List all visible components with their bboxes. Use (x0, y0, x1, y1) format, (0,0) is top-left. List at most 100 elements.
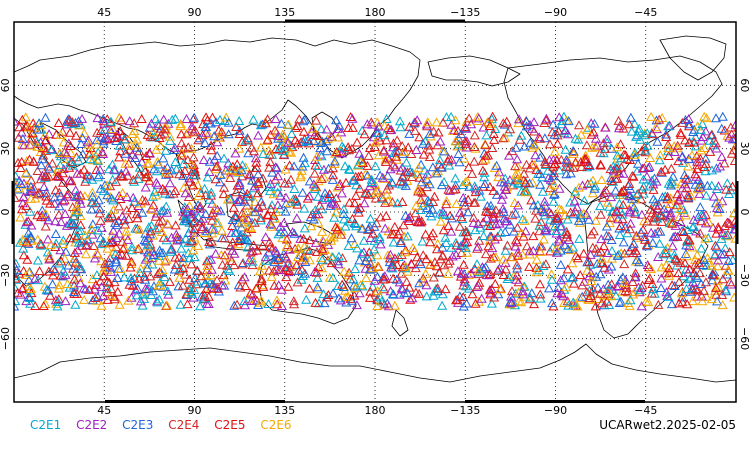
observation-marker (21, 237, 32, 247)
observation-marker (386, 124, 397, 134)
observation-marker (397, 196, 408, 206)
observation-marker (161, 254, 172, 264)
observation-marker (485, 231, 496, 241)
observation-marker (144, 175, 155, 185)
observation-marker (324, 188, 335, 198)
observation-marker (415, 259, 426, 269)
observation-marker (378, 284, 390, 294)
observation-marker (58, 266, 69, 276)
observation-marker (531, 262, 542, 272)
observation-marker (680, 210, 691, 220)
observation-marker (673, 268, 684, 278)
observation-marker (712, 261, 723, 271)
observation-marker (108, 195, 119, 205)
observation-marker (207, 223, 218, 233)
observation-marker (333, 259, 344, 269)
observation-marker (723, 255, 734, 265)
observation-marker (242, 234, 253, 244)
observation-marker (443, 184, 454, 194)
observation-marker (500, 245, 511, 255)
observation-marker (667, 241, 678, 251)
observation-marker (681, 251, 692, 261)
observation-marker (290, 122, 301, 132)
observation-marker (32, 255, 43, 265)
observation-marker (256, 260, 267, 270)
observation-marker (410, 287, 421, 297)
observation-marker (616, 162, 627, 172)
observation-marker (629, 149, 640, 159)
observation-marker (111, 220, 122, 230)
observation-marker (16, 204, 28, 214)
observation-marker (427, 162, 438, 172)
observation-marker (237, 259, 248, 269)
observation-marker (153, 255, 165, 265)
observation-marker (422, 202, 433, 212)
observation-marker (513, 114, 525, 124)
observation-marker (441, 196, 452, 206)
observation-marker (581, 209, 592, 219)
observation-marker (634, 257, 645, 267)
observation-marker (180, 188, 191, 198)
observation-marker (349, 238, 360, 248)
observation-marker (186, 288, 197, 298)
observation-marker (177, 206, 189, 216)
observation-marker (565, 168, 576, 178)
observation-marker (679, 258, 691, 268)
observation-marker (50, 185, 61, 195)
observation-marker (585, 178, 596, 188)
observation-marker (606, 234, 617, 244)
observation-marker (312, 272, 323, 282)
observation-marker (304, 176, 315, 186)
observation-marker (349, 290, 360, 300)
observation-marker (264, 237, 275, 247)
observation-marker (162, 207, 173, 217)
observation-marker (456, 268, 467, 278)
observation-marker (720, 260, 731, 270)
observation-marker (65, 147, 76, 157)
observation-marker (79, 164, 90, 174)
observation-marker (452, 125, 464, 135)
observation-marker (618, 199, 629, 209)
observation-marker (104, 277, 115, 287)
observation-marker (108, 225, 119, 235)
observation-marker (45, 240, 56, 250)
observation-marker (630, 152, 641, 162)
observation-marker (230, 212, 241, 222)
observation-marker (548, 179, 560, 189)
observation-marker (121, 166, 132, 176)
observation-marker (310, 204, 321, 214)
observation-marker (663, 291, 674, 301)
observation-marker (656, 273, 667, 283)
observation-marker (298, 116, 309, 126)
bottom-lon-tick-label: 180 (365, 404, 386, 417)
observation-marker (591, 243, 602, 253)
observation-marker (105, 181, 116, 191)
coast-north-america (503, 55, 723, 205)
observation-marker (560, 124, 571, 134)
observation-marker (193, 240, 204, 250)
observation-marker (287, 227, 298, 237)
observation-marker (266, 271, 277, 281)
observation-marker (170, 252, 181, 262)
observation-marker (428, 272, 439, 282)
observation-marker (434, 155, 445, 165)
observation-marker (696, 145, 707, 155)
observation-marker (16, 127, 27, 137)
observation-marker (104, 238, 115, 248)
observation-marker (54, 258, 65, 268)
observation-marker (685, 272, 696, 282)
observation-marker (42, 234, 53, 244)
observation-marker (392, 198, 403, 208)
observation-marker (193, 212, 204, 222)
observation-marker (301, 294, 312, 304)
observation-marker (143, 169, 154, 179)
observation-marker (598, 284, 609, 294)
observation-marker (210, 248, 221, 258)
observation-marker (369, 244, 380, 254)
observation-marker (200, 112, 212, 122)
observation-marker (669, 280, 680, 290)
observation-marker (340, 161, 351, 171)
observation-marker (469, 263, 480, 273)
observation-marker (561, 169, 572, 179)
observation-marker (404, 128, 415, 138)
